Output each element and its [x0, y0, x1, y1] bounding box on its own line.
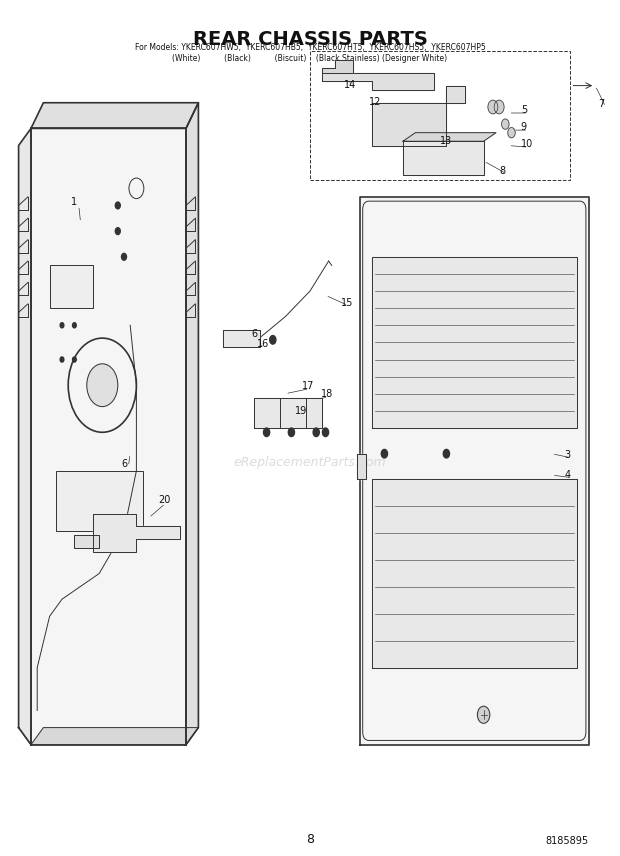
Circle shape	[115, 228, 120, 235]
Text: 14: 14	[344, 80, 356, 90]
Polygon shape	[322, 73, 434, 90]
Circle shape	[508, 128, 515, 138]
Text: 15: 15	[341, 298, 353, 307]
Circle shape	[73, 357, 76, 362]
Text: 4: 4	[564, 470, 570, 479]
Text: 5: 5	[521, 105, 527, 115]
Circle shape	[73, 323, 76, 328]
Text: 8185895: 8185895	[546, 835, 589, 846]
Polygon shape	[372, 257, 577, 428]
Polygon shape	[19, 128, 31, 745]
Circle shape	[115, 202, 120, 209]
Circle shape	[60, 357, 64, 362]
Text: 8: 8	[499, 166, 505, 175]
Text: 20: 20	[158, 496, 170, 505]
Circle shape	[381, 449, 388, 458]
Text: 3: 3	[564, 450, 570, 460]
Text: REAR CHASSIS PARTS: REAR CHASSIS PARTS	[193, 30, 427, 49]
Text: 12: 12	[369, 98, 381, 107]
Text: 16: 16	[257, 339, 270, 348]
Polygon shape	[31, 103, 198, 128]
Text: 6: 6	[251, 330, 257, 339]
Circle shape	[488, 100, 498, 114]
Bar	[56, 471, 143, 531]
Polygon shape	[322, 60, 353, 73]
Circle shape	[264, 428, 270, 437]
Circle shape	[443, 449, 449, 458]
Text: 18: 18	[321, 389, 334, 399]
Polygon shape	[93, 514, 180, 552]
Bar	[50, 265, 93, 308]
Text: eReplacementParts.com: eReplacementParts.com	[234, 455, 386, 469]
Polygon shape	[254, 398, 322, 428]
Text: 6: 6	[121, 459, 127, 468]
Text: 9: 9	[521, 122, 527, 132]
Polygon shape	[403, 133, 496, 141]
Circle shape	[313, 428, 319, 437]
Circle shape	[87, 364, 118, 407]
Polygon shape	[186, 103, 198, 745]
Circle shape	[122, 253, 126, 260]
Circle shape	[502, 119, 509, 129]
Polygon shape	[372, 86, 465, 146]
Text: 1: 1	[71, 198, 78, 207]
Circle shape	[68, 338, 136, 432]
Text: 17: 17	[302, 381, 314, 390]
Polygon shape	[360, 197, 589, 745]
Polygon shape	[403, 141, 484, 175]
Bar	[74, 535, 99, 548]
Circle shape	[477, 706, 490, 723]
Circle shape	[322, 428, 329, 437]
Text: (White)          (Black)          (Biscuit)    (Black Stainless) (Designer White: (White) (Black) (Biscuit) (Black Stainle…	[172, 54, 448, 63]
Polygon shape	[223, 330, 260, 347]
Text: 10: 10	[521, 140, 533, 149]
Polygon shape	[372, 479, 577, 668]
Circle shape	[129, 178, 144, 199]
Text: 7: 7	[598, 99, 604, 109]
Polygon shape	[31, 128, 186, 745]
Polygon shape	[31, 728, 198, 745]
Circle shape	[270, 336, 276, 344]
Text: For Models: YKERC607HW5,  YKERC607HB5,  YKERC607HT5,  YKERC607HS5,  YKERC607HP5: For Models: YKERC607HW5, YKERC607HB5, YK…	[135, 43, 485, 52]
Text: 19: 19	[294, 407, 307, 416]
Circle shape	[288, 428, 294, 437]
Polygon shape	[356, 454, 366, 479]
Text: 13: 13	[440, 136, 453, 146]
Circle shape	[60, 323, 64, 328]
Text: 8: 8	[306, 833, 314, 846]
Circle shape	[494, 100, 504, 114]
